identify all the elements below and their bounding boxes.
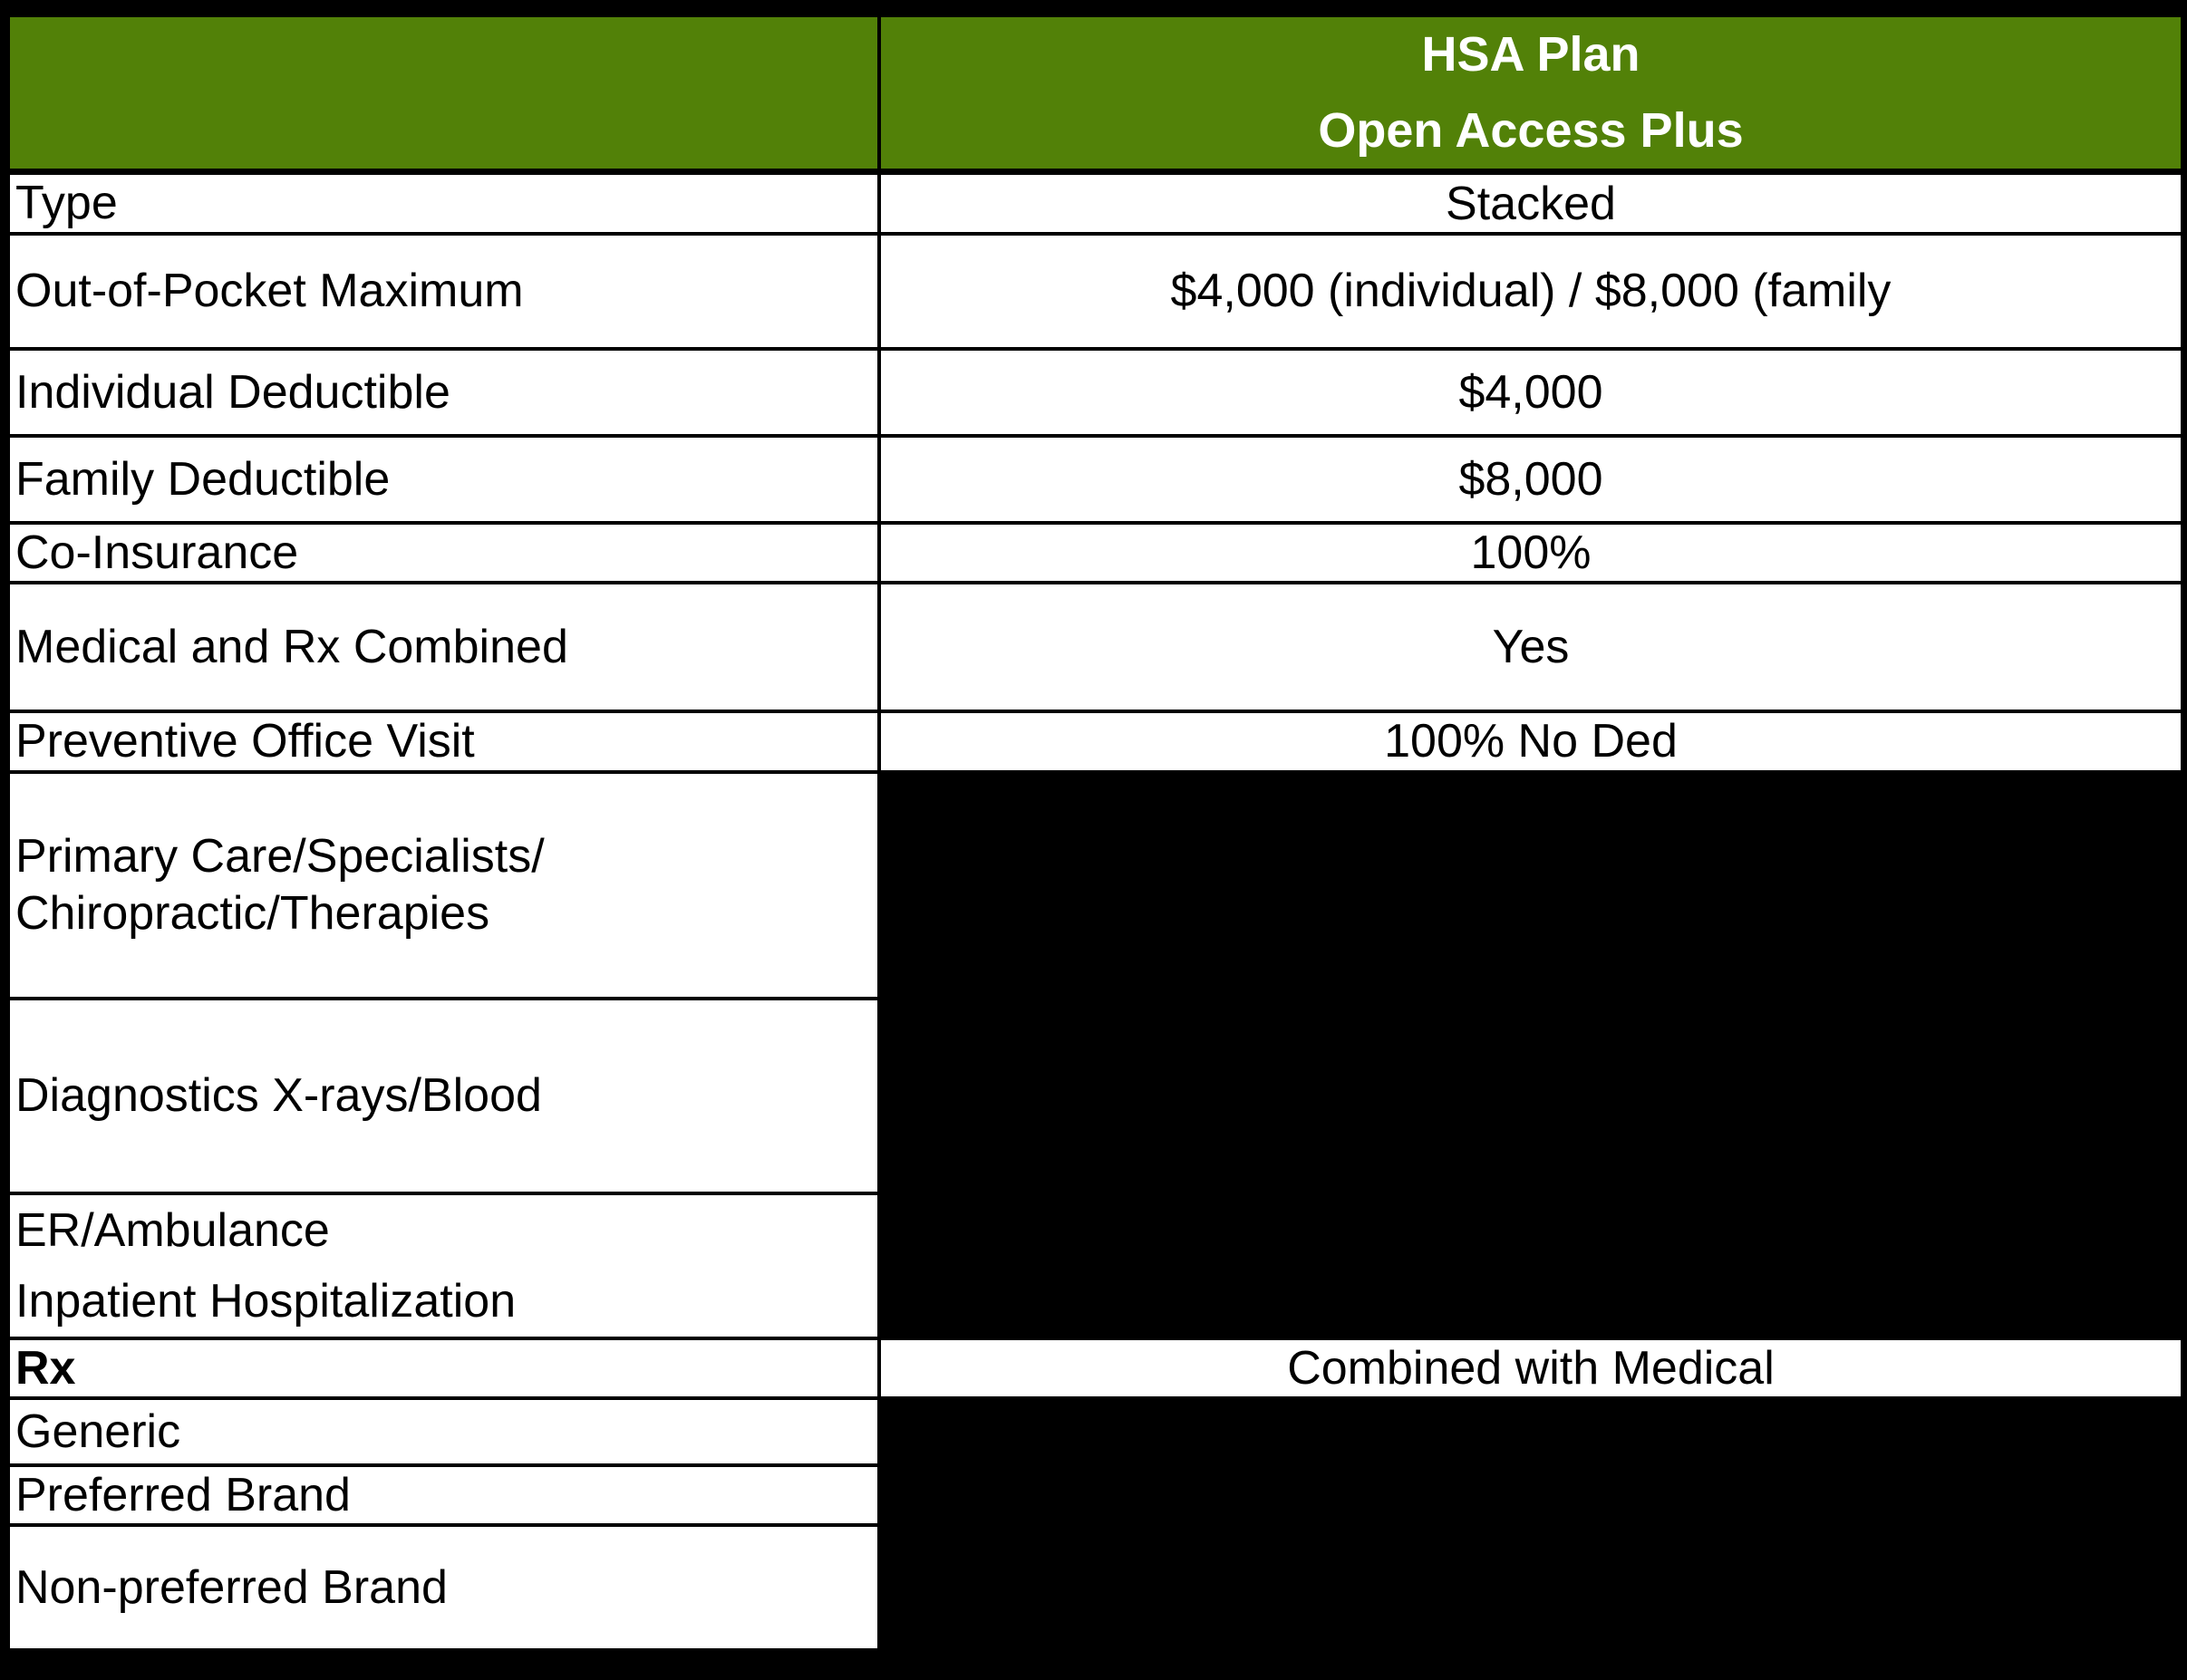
row-non-preferred-brand-value-redacted: [877, 1523, 2184, 1653]
row-non-preferred-brand-label: Non-preferred Brand: [6, 1523, 881, 1653]
table-row: Out-of-Pocket Maximum $4,000 (individual…: [6, 231, 2184, 351]
row-type-label: Type: [6, 169, 881, 236]
row-generic-value-redacted: [877, 1395, 2184, 1467]
row-rx-label: Rx: [6, 1336, 881, 1400]
row-co-insurance-label: Co-Insurance: [6, 520, 881, 585]
row-type-value: Stacked: [877, 169, 2184, 236]
table-row: Preferred Brand: [6, 1463, 2184, 1528]
table-row: Medical and Rx Combined Yes: [6, 581, 2184, 714]
table-row: Non-preferred Brand: [6, 1523, 2184, 1653]
table-row: Co-Insurance 100%: [6, 520, 2184, 585]
row-family-deductible-label: Family Deductible: [6, 433, 881, 525]
row-er-ambulance-inpatient-label: ER/Ambulance Inpatient Hospitalization: [6, 1191, 881, 1340]
row-er-ambulance-inpatient-value-redacted: [877, 1191, 2184, 1340]
plan-comparison-table: HSA Plan Open Access Plus Type Stacked O…: [6, 14, 2184, 1653]
header-plan-title: HSA Plan Open Access Plus: [877, 14, 2184, 176]
header-corner-cell: [6, 14, 881, 176]
table-row: Generic: [6, 1395, 2184, 1467]
table-row: Type Stacked: [6, 169, 2184, 236]
table-row: Family Deductible $8,000: [6, 433, 2184, 525]
row-diagnostics-label: Diagnostics X-rays/Blood: [6, 996, 881, 1195]
row-oop-max-value: $4,000 (individual) / $8,000 (family: [877, 231, 2184, 351]
table-row: Individual Deductible $4,000: [6, 346, 2184, 438]
row-family-deductible-value: $8,000: [877, 433, 2184, 525]
table-row: Rx Combined with Medical: [6, 1336, 2184, 1400]
table-row: ER/Ambulance Inpatient Hospitalization: [6, 1191, 2184, 1340]
row-oop-max-label: Out-of-Pocket Maximum: [6, 231, 881, 351]
row-primary-care-value-redacted: [877, 769, 2184, 1000]
row-preferred-brand-value-redacted: [877, 1463, 2184, 1528]
row-preventive-office-visit-label: Preventive Office Visit: [6, 710, 881, 774]
row-generic-label: Generic: [6, 1395, 881, 1467]
row-individual-deductible-value: $4,000: [877, 346, 2184, 438]
row-medical-rx-combined-value: Yes: [877, 581, 2184, 714]
row-primary-care-label: Primary Care/Specialists/ Chiropractic/T…: [6, 769, 881, 1000]
table-row: Primary Care/Specialists/ Chiropractic/T…: [6, 769, 2184, 1000]
row-preferred-brand-label: Preferred Brand: [6, 1463, 881, 1528]
table-row: Preventive Office Visit 100% No Ded: [6, 710, 2184, 774]
table-row: Diagnostics X-rays/Blood: [6, 996, 2184, 1195]
row-preventive-office-visit-value: 100% No Ded: [877, 710, 2184, 774]
row-individual-deductible-label: Individual Deductible: [6, 346, 881, 438]
row-rx-value: Combined with Medical: [877, 1336, 2184, 1400]
row-co-insurance-value: 100%: [877, 520, 2184, 585]
row-medical-rx-combined-label: Medical and Rx Combined: [6, 581, 881, 714]
row-diagnostics-value-redacted: [877, 996, 2184, 1195]
header-row: HSA Plan Open Access Plus: [6, 14, 2184, 176]
